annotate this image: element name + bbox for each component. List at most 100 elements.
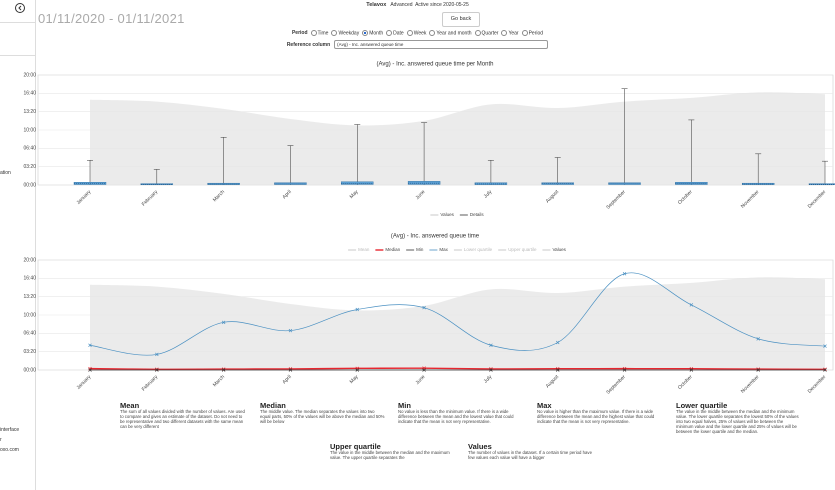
sidebar-item[interactable]: r [0,437,2,443]
radio[interactable] [474,30,481,36]
radio[interactable] [386,30,393,36]
y-tick-label: 13:20 [23,294,36,300]
radio[interactable] [406,30,413,36]
brand: Telavox [366,2,387,8]
period-option[interactable]: Year [501,30,519,37]
y-tick-label: 16:40 [23,91,36,97]
legend: Values Details [430,212,484,217]
period-option[interactable]: Quarter [474,30,498,36]
legend-label: Min [416,247,424,252]
period-option[interactable]: Year and month [429,30,472,37]
description: Min No value is less than the minimum val… [398,401,523,424]
point [422,368,426,372]
x-tick-label: March [212,189,226,203]
option-label: Period [528,30,544,37]
period-row: Period Time Weekday Month Date Week Year and m… [0,30,835,36]
period-option[interactable]: Period [521,30,544,37]
series-line [89,367,826,370]
x-tick-label: February [141,189,160,208]
back-button[interactable]: Go back [442,12,480,27]
point [555,368,560,372]
description: Median The middle value. The median separ… [260,402,385,424]
x-tick-label: May [349,374,360,385]
point [355,307,360,312]
y-tick-label: 20:00 [23,72,36,78]
x-tick-label: December [807,189,828,210]
option-label: Month [369,30,384,37]
period-label: Period [291,30,308,37]
legend-label: Details [470,212,485,217]
option-label: Year and month [436,30,472,37]
point [823,368,827,372]
radio[interactable] [331,30,338,36]
x-tick-label: January [76,189,93,206]
option-label: Week [413,30,427,37]
chart-title: (Avg) - Inc. answered queue time [391,234,480,240]
option-label: Time [317,30,329,37]
legend-label: Values [440,212,454,217]
description-title: Mean [120,401,140,410]
x-tick-label: February [141,374,160,393]
point [221,368,226,372]
description-text: The value in the middle between the medi… [330,450,450,460]
period-option[interactable]: Date [386,30,404,36]
point [489,368,493,372]
point [622,272,627,276]
description-text: The sum of all values divided with the n… [120,409,245,429]
reference-select[interactable]: (Avg) - Inc. answered queue time [334,40,549,49]
option-label: Year [508,30,519,37]
description: Mean The sum of all values divided with t… [120,401,245,429]
box [675,182,708,185]
point [155,368,159,372]
description-text: The middle value. The median separates t… [260,409,385,424]
y-tick-label: 00:00 [23,367,36,373]
radio[interactable] [362,30,369,36]
period-option[interactable]: Month [362,30,383,36]
description-title: Min [398,401,411,410]
legend-label: Mean [358,247,370,252]
radio[interactable] [521,30,528,36]
x-tick-label: June [415,374,427,386]
reference-value: (Avg) - Inc. answered queue time [337,42,404,47]
y-tick-label: 10:00 [23,127,36,133]
x-tick-label: September [605,374,627,396]
radio[interactable] [429,30,436,36]
point [288,368,293,372]
description-title: Lower quartile [676,401,728,410]
point [88,366,92,371]
x-tick-label: January [76,374,93,391]
point [88,368,92,372]
chart-title: (Avg) - Inc. answered queue time per Mon… [377,62,494,68]
point [489,343,493,347]
y-tick-label: 06:40 [23,331,36,337]
legend-label: Values [552,247,566,252]
description: Lower quartile The value in the middle be… [676,401,801,434]
sidebar-item[interactable]: ation [0,170,11,176]
point [622,368,627,372]
sidebar-item[interactable]: oxo.com [0,447,19,453]
values-area [90,92,825,185]
description: Values The number of values in the datase… [468,443,593,460]
period-option[interactable]: Week [406,30,427,37]
option-label: Weekday [338,30,360,37]
legend-label: Median [385,247,400,252]
period-option[interactable]: Time [310,30,329,37]
x-tick-label: September [605,189,627,211]
x-tick-label: November [740,189,761,210]
point [823,344,827,348]
sidebar-item[interactable]: interface [0,427,20,433]
y-tick-label: 20:00 [23,257,36,263]
radio[interactable] [501,30,508,36]
radio[interactable] [310,30,317,36]
y-tick-label: 03:20 [23,349,36,355]
description-text: The number of values in the dataset. If … [468,450,592,460]
x-tick-label: August [545,189,561,205]
charts: (Avg) - Inc. answered queue time per Mon… [23,62,835,396]
collapse-icon[interactable] [12,2,32,16]
period-option[interactable]: Weekday [331,30,359,36]
description: Max No value is higher than the maximum v… [537,402,662,424]
point [355,368,360,372]
x-tick-label: December [807,374,828,395]
point [689,303,694,307]
